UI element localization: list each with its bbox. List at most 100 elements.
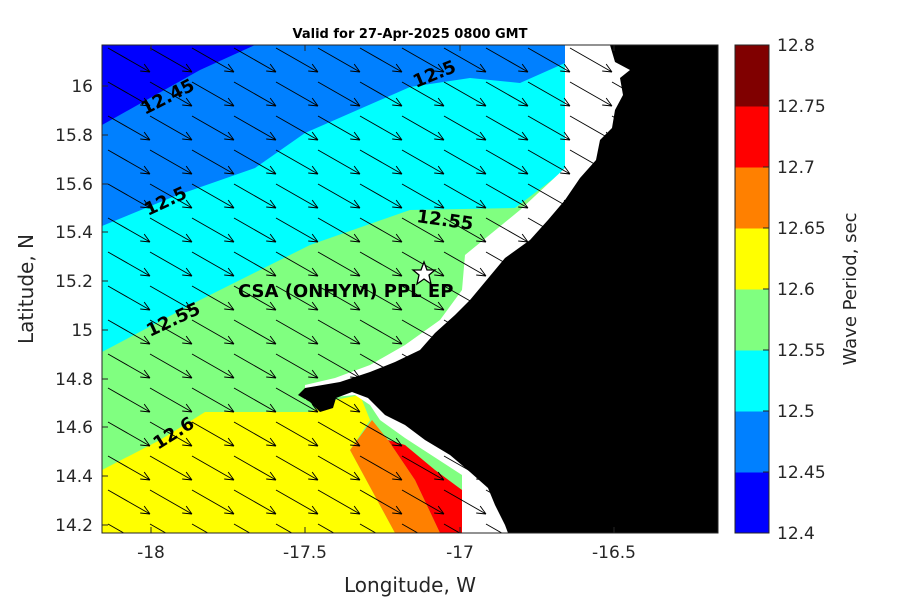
direction-arrow: [401, 455, 445, 481]
direction-arrow: [317, 489, 361, 515]
direction-arrow: [191, 47, 235, 73]
direction-arrow: [107, 251, 151, 277]
direction-arrow: [485, 421, 529, 447]
direction-arrow: [443, 47, 487, 73]
direction-arrow: [443, 251, 487, 277]
direction-arrow: [191, 251, 235, 277]
direction-arrow: [401, 387, 445, 413]
direction-arrow: [233, 455, 277, 481]
direction-arrow: [275, 251, 319, 277]
colorbar-tick-label: 12.7: [777, 158, 815, 178]
direction-arrow: [443, 183, 487, 209]
direction-arrow: [149, 387, 193, 413]
y-tick-label: 15: [71, 321, 93, 341]
direction-arrow: [275, 183, 319, 209]
direction-arrow: [485, 183, 529, 209]
y-tick-label: 15.2: [55, 272, 93, 292]
y-tick-label: 15.6: [55, 175, 93, 195]
direction-arrow: [149, 115, 193, 141]
direction-arrow: [149, 421, 193, 447]
direction-arrow: [401, 115, 445, 141]
colorbar-tick-label: 12.65: [777, 219, 826, 239]
direction-arrow: [527, 421, 571, 447]
direction-arrow: [191, 319, 235, 345]
direction-arrow: [443, 319, 487, 345]
direction-arrow: [149, 217, 193, 243]
direction-arrow: [107, 47, 151, 73]
direction-arrow: [233, 523, 251, 533]
direction-arrow: [149, 353, 193, 379]
direction-arrow: [149, 47, 193, 73]
direction-arrow: [611, 115, 655, 141]
direction-arrow: [359, 353, 403, 379]
band-12-4-to-12-45: [102, 45, 255, 125]
y-tick-label: 14.4: [55, 467, 93, 487]
direction-arrow: [359, 149, 403, 175]
direction-arrow: [485, 353, 529, 379]
direction-arrow: [401, 183, 445, 209]
direction-arrow: [191, 217, 235, 243]
direction-arrow: [401, 81, 445, 107]
direction-arrow: [317, 47, 361, 73]
direction-arrow: [443, 489, 487, 515]
direction-arrow: [527, 115, 571, 141]
direction-arrow: [107, 387, 151, 413]
direction-arrow: [191, 421, 235, 447]
direction-arrow: [527, 455, 571, 481]
direction-arrow: [317, 455, 361, 481]
direction-arrow: [149, 319, 193, 345]
direction-arrow: [275, 523, 293, 533]
direction-arrow: [191, 285, 235, 311]
star-icon: [411, 260, 437, 286]
direction-arrow: [611, 47, 655, 73]
band-12-45-to-12-5: [102, 45, 565, 226]
plot-area: 12.45 12.5 12.5 12.55 12.55 12.6 CSA (ON…: [102, 45, 718, 533]
direction-arrow: [443, 353, 487, 379]
direction-arrow: [527, 387, 571, 413]
direction-arrow: [107, 353, 151, 379]
direction-arrow: [233, 387, 277, 413]
direction-arrow: [233, 489, 277, 515]
direction-arrow: [359, 489, 403, 515]
direction-arrow: [443, 455, 487, 481]
direction-arrow: [485, 523, 503, 533]
direction-arrow: [107, 523, 125, 533]
direction-arrow: [107, 115, 151, 141]
colorbar-tick-label: 12.8: [777, 36, 815, 56]
direction-arrow: [359, 217, 403, 243]
direction-arrow: [443, 217, 487, 243]
x-axis: -18 -17.5 -17 -16.5 Longitude, W: [137, 45, 636, 597]
y-tick-label: 16: [71, 77, 93, 97]
direction-arrow: [443, 149, 487, 175]
direction-arrow: [485, 217, 529, 243]
x-tick-label: -18: [137, 543, 165, 563]
colorbar-tick-label: 12.75: [777, 97, 826, 117]
direction-arrow: [359, 387, 403, 413]
direction-arrow: [275, 149, 319, 175]
direction-arrow: [191, 81, 235, 107]
direction-arrow: [191, 455, 235, 481]
direction-arrow: [569, 81, 613, 107]
direction-arrow: [149, 149, 193, 175]
direction-arrow: [317, 149, 361, 175]
x-tick-label: -16.5: [592, 543, 636, 563]
direction-arrow: [359, 421, 403, 447]
direction-arrow: [317, 523, 335, 533]
direction-arrow: [149, 285, 193, 311]
direction-arrow: [233, 217, 277, 243]
direction-arrow: [149, 523, 167, 533]
direction-arrow: [527, 47, 571, 73]
direction-arrow: [107, 217, 151, 243]
direction-arrow: [443, 387, 487, 413]
y-tick-label: 14.2: [55, 516, 93, 536]
direction-arrow: [359, 455, 403, 481]
direction-arrow: [233, 149, 277, 175]
direction-arrow: [485, 47, 529, 73]
direction-arrow: [569, 149, 613, 175]
direction-arrow: [443, 115, 487, 141]
direction-arrow: [317, 285, 361, 311]
direction-arrow: [191, 353, 235, 379]
colorbar-tick-label: 12.5: [777, 402, 815, 422]
colorbar-swatch: [735, 289, 769, 351]
direction-arrow: [149, 183, 193, 209]
